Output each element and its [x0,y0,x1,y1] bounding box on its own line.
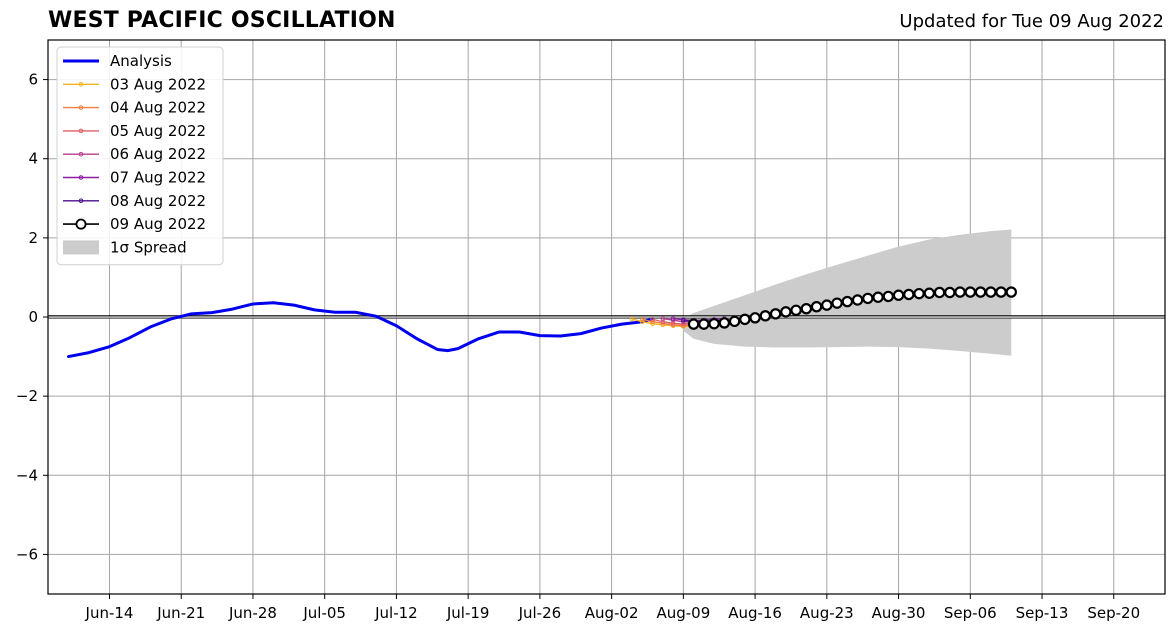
spread-band [683,229,1012,356]
forecast-point [749,312,761,324]
x-tick-label: Jun-28 [228,604,277,622]
legend-label: Analysis [110,52,172,70]
forecast-point [728,315,741,328]
legend-swatch-marker [78,105,84,110]
forecast-point [640,317,645,322]
forecast-point [681,317,686,323]
legend-box [56,46,224,266]
forecast-point [629,316,635,322]
forecast-point [800,302,813,315]
zero-line [48,315,1165,319]
legend-label: 09 Aug 2022 [110,215,206,233]
y-tick-label: 6 [28,71,38,89]
forecast-point [821,299,833,311]
forecast-point [790,304,802,316]
x-tick-label: Jul-12 [374,604,418,622]
x-tick-label: Aug-23 [800,604,854,622]
legend-label: 08 Aug 2022 [110,192,206,210]
chart-subtitle: Updated for Tue 09 Aug 2022 [899,11,1164,32]
legend-swatch-marker [78,82,84,87]
x-tick-label: Jun-14 [85,604,134,622]
forecast-point [841,295,854,308]
forecast-point [1005,286,1017,298]
x-tick-label: Aug-02 [585,604,639,622]
forecast-point [660,316,666,321]
legend-label: 05 Aug 2022 [110,122,206,140]
forecast-point [780,306,792,318]
forecast-point [985,286,997,298]
series [66,286,1017,359]
y-tick-label: −4 [16,466,38,484]
forecast-point [892,289,905,301]
spread-area [683,229,1012,356]
x-tick-label: Jul-26 [518,604,562,622]
x-tick-label: Jul-05 [302,604,346,622]
forecast-point [923,287,936,299]
axes: Jun-14 Jun-21 Jun-28 Jul-05 Jul-12 Jul-19 Jul-… [16,39,1166,622]
legend-label: 03 Aug 2022 [110,75,206,93]
x-tick-label: Jun-21 [156,604,205,622]
forecast-point [708,318,720,330]
forecast-point [862,292,874,305]
forecast-point [954,286,966,298]
legend-swatch-marker [78,175,84,180]
forecast-point [974,286,987,298]
chart-title: WEST PACIFIC OSCILLATION [48,8,396,33]
forecast-point [650,317,655,322]
analysis-line [66,301,655,359]
x-tick-label: Aug-09 [656,604,710,622]
legend-label: 04 Aug 2022 [110,99,206,117]
legend-swatch-marker [78,198,84,204]
forecast-point [698,318,710,330]
y-tick-label: 2 [28,229,38,247]
forecast-point [810,301,823,313]
forecast-point [872,291,884,303]
plot-frame [47,39,1166,595]
forecast-point [759,310,772,322]
forecast-point [882,290,895,303]
legend-label: 1σ Spread [110,238,187,256]
x-tick-label: Sep-06 [944,604,997,622]
forecast-point [964,286,976,298]
forecast-point [739,313,751,326]
legend-label: 06 Aug 2022 [110,145,206,163]
y-tick-label: 0 [28,308,38,326]
legend-swatch-marker [78,151,84,157]
forecast-point [944,286,956,299]
legend-swatch-marker [78,128,84,134]
y-tick-label: −6 [16,545,38,563]
x-tick-label: Aug-16 [728,604,782,622]
forecast-point [913,287,925,300]
forecast-point [687,318,700,330]
forecast-point [995,286,1007,298]
legend-label: 07 Aug 2022 [110,169,206,187]
legend: Analysis 03 Aug 2022 04 Aug 2022 05 Aug 202… [56,46,224,266]
x-tick-label: Aug-30 [872,604,926,622]
x-tick-label: Jul-19 [446,604,490,622]
forecast-point [903,288,915,301]
forecast-point [769,308,782,320]
forecast-point [670,317,676,323]
legend-swatch-spread [63,240,99,255]
y-tick-label: −2 [16,387,38,405]
legend-swatch-marker [75,218,87,230]
x-tick-label: Sep-20 [1087,604,1140,622]
y-tick-label: 4 [28,150,38,168]
forecast-point [933,286,946,299]
x-tick-label: Sep-13 [1016,604,1069,622]
forecast-point [670,316,676,321]
forecast-point [718,317,731,329]
forecast-point [831,297,843,309]
forecast-point [851,294,864,306]
